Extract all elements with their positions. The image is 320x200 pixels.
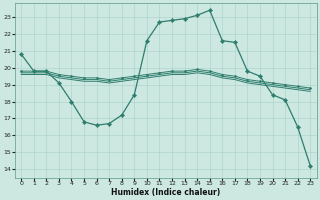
X-axis label: Humidex (Indice chaleur): Humidex (Indice chaleur) xyxy=(111,188,220,197)
